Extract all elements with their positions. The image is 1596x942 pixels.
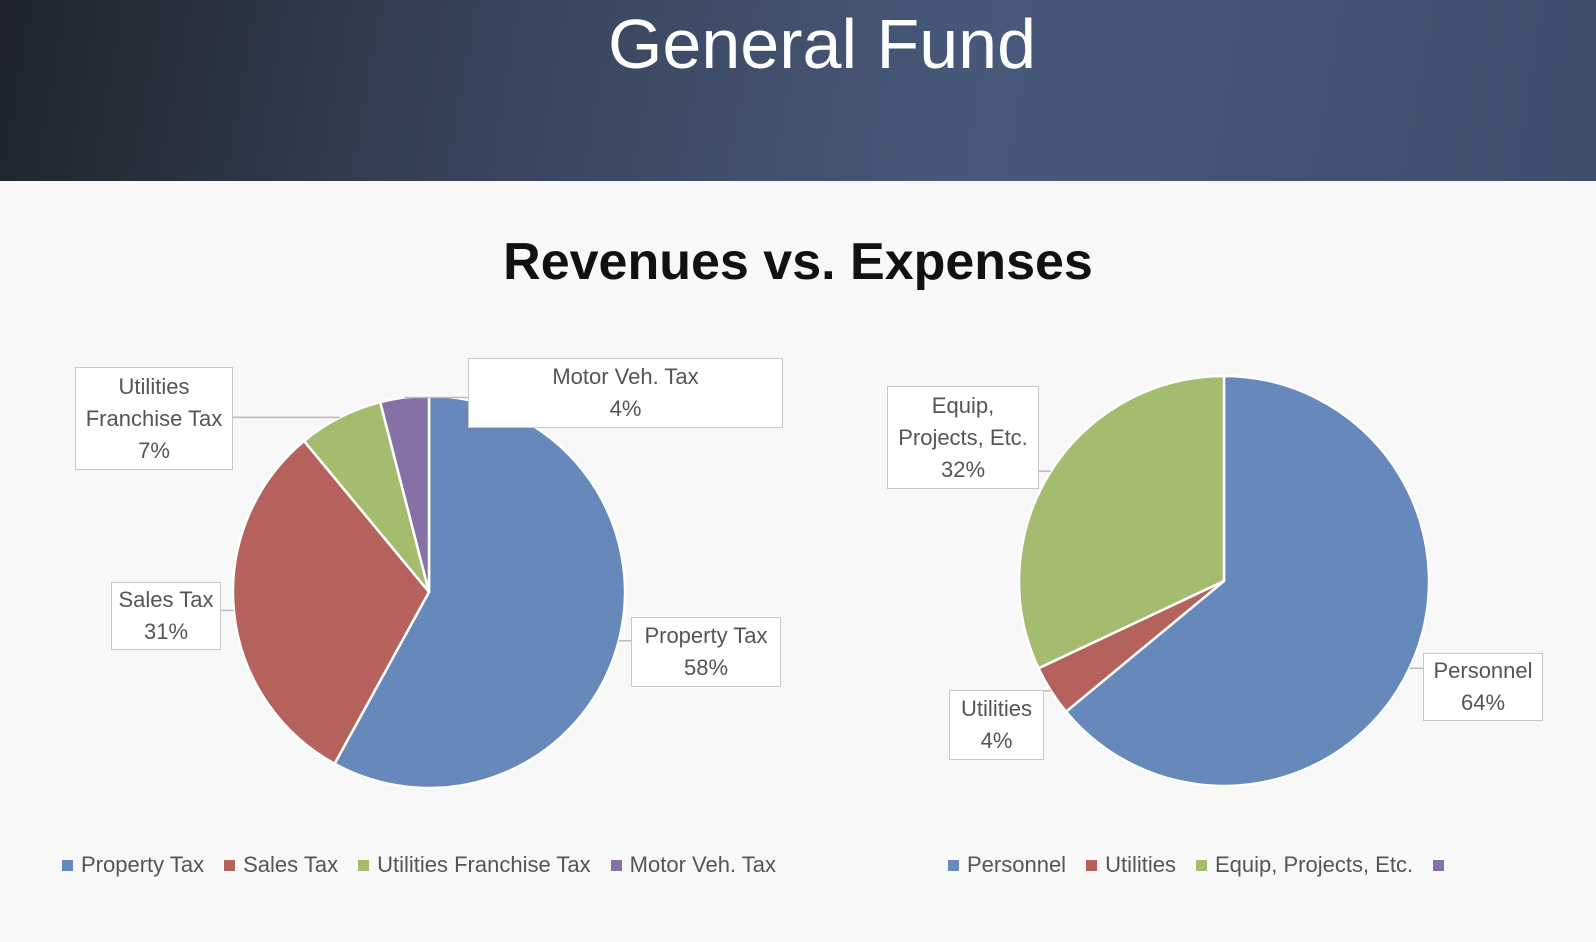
data-label-category: Sales Tax: [118, 587, 214, 612]
legend-item: [1433, 859, 1452, 871]
legend: Property Tax Sales Tax Utilities Franchise…: [62, 852, 796, 878]
data-label: Motor Veh. Tax 4%: [468, 358, 783, 428]
pie-slice: [1017, 374, 1226, 670]
header-band: General Fund: [0, 0, 1596, 181]
header-title: General Fund: [607, 5, 1037, 83]
pie-slice: [231, 439, 431, 766]
legend-swatch: [62, 859, 73, 871]
legend-label: Utilities Franchise Tax: [377, 852, 591, 877]
data-label: Utilities Franchise Tax 7%: [75, 367, 233, 470]
data-label: Sales Tax 31%: [111, 582, 221, 650]
data-label-category: Property Tax: [644, 623, 768, 648]
data-label-category: Motor Veh. Tax: [552, 364, 699, 389]
data-label-value: 31%: [143, 619, 189, 644]
data-label-value: 64%: [1460, 690, 1506, 715]
legend-item: Property Tax: [62, 852, 204, 878]
data-label-value: 32%: [940, 456, 986, 482]
legend-label: Motor Veh. Tax: [629, 852, 776, 877]
legend-item: Sales Tax: [224, 852, 338, 878]
legend-item: Equip, Projects, Etc.: [1195, 852, 1414, 878]
data-label-value: 58%: [683, 655, 729, 680]
data-label-value: 7%: [138, 437, 170, 463]
data-label-category: Utilities: [961, 696, 1032, 721]
slide-title: Revenues vs. Expenses: [503, 233, 1093, 291]
data-label-category: Equip, Projects, Etc.: [898, 392, 1028, 450]
legend-swatch: [358, 859, 370, 871]
data-label: Property Tax 58%: [631, 617, 781, 687]
legend: Personnel Utilities Equip, Projects, Etc.: [948, 852, 1472, 878]
legend-swatch: [948, 859, 959, 871]
legend-swatch: [610, 859, 622, 871]
legend-label: Equip, Projects, Etc.: [1214, 852, 1414, 877]
data-label: Equip, Projects, Etc. 32%: [887, 386, 1039, 489]
legend-label: Personnel: [967, 852, 1067, 877]
legend-label: Sales Tax: [243, 852, 339, 877]
legend-swatch: [1086, 859, 1098, 871]
legend-label: Utilities: [1105, 852, 1176, 877]
legend-swatch: [1433, 859, 1445, 871]
legend-item: Utilities Franchise Tax: [358, 852, 591, 878]
legend-swatch: [224, 859, 236, 871]
data-label: Utilities 4%: [949, 690, 1044, 760]
pie-slice: [1064, 374, 1431, 788]
legend-item: Utilities: [1086, 852, 1176, 878]
data-label-value: 4%: [609, 396, 642, 421]
legend-swatch: [1195, 859, 1207, 871]
data-label-category: Personnel: [1433, 658, 1533, 683]
legend-item: Motor Veh. Tax: [610, 852, 776, 878]
data-label-category: Utilities Franchise Tax: [85, 373, 223, 431]
data-label: Personnel 64%: [1423, 653, 1543, 721]
legend-item: Personnel: [948, 852, 1066, 878]
legend-label: Property Tax: [81, 852, 205, 877]
data-label-value: 4%: [980, 728, 1013, 753]
